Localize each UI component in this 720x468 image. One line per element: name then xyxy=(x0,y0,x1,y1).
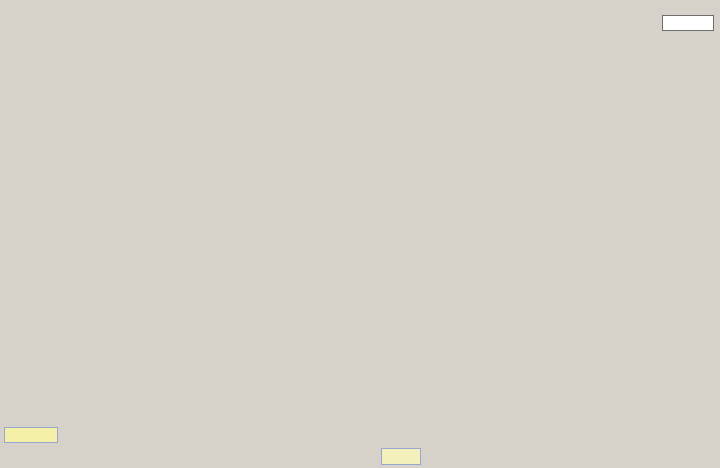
time-range-box xyxy=(662,15,714,31)
freq-cursor-readout[interactable] xyxy=(381,448,421,465)
level-cursor-readout[interactable] xyxy=(4,427,58,443)
